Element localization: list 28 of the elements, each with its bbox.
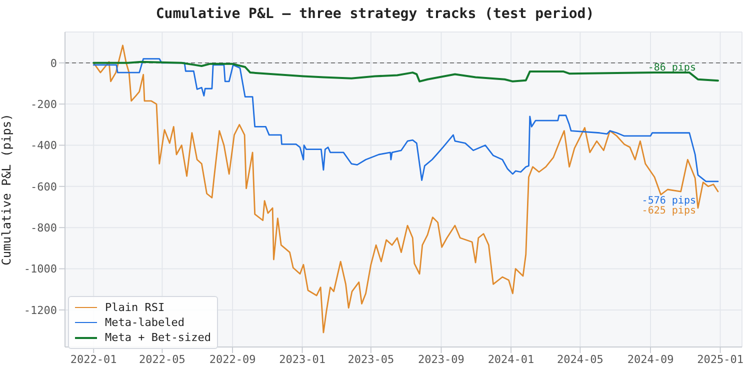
- x-tick-label: 2022-05: [139, 352, 186, 366]
- x-tick-label: 2024-09: [627, 352, 674, 366]
- y-tick-label: -800: [30, 221, 57, 234]
- legend-label: Meta + Bet-sized: [105, 331, 211, 344]
- annotation: -86 pips: [648, 62, 696, 74]
- line-series: [92, 60, 719, 82]
- x-tick-label: 2024-05: [557, 352, 604, 366]
- legend-label: Plain RSI: [105, 301, 165, 314]
- x-tick-label: 2023-01: [279, 352, 326, 366]
- y-tick-label: -600: [30, 180, 57, 194]
- y-tick-label: -1200: [24, 304, 57, 317]
- x-tick-label: 2023-09: [418, 352, 464, 366]
- x-tick-label: 2025-01: [697, 352, 744, 366]
- x-tick-label: 2022-01: [70, 352, 117, 366]
- x-tick-label: 2024-01: [488, 352, 534, 366]
- x-tick-label: 2023-05: [348, 352, 394, 366]
- y-tick-label: -400: [30, 139, 57, 152]
- line-series: [92, 44, 719, 334]
- line-series: [92, 58, 719, 182]
- chart-title: Cumulative P&L — three strategy tracks (test period): [154, 6, 596, 22]
- annotation: -576 pips: [642, 195, 696, 206]
- annotation: -625 pips: [642, 206, 696, 217]
- x-tick-label: 2022-09: [209, 352, 256, 366]
- y-tick-label: -200: [30, 98, 57, 111]
- legend-label: Meta-labeled: [105, 316, 184, 329]
- y-axis-title: Cumulative P&L (pips): [0, 114, 14, 266]
- y-tick-label: 0: [50, 56, 57, 70]
- y-tick-label: -1000: [24, 262, 57, 276]
